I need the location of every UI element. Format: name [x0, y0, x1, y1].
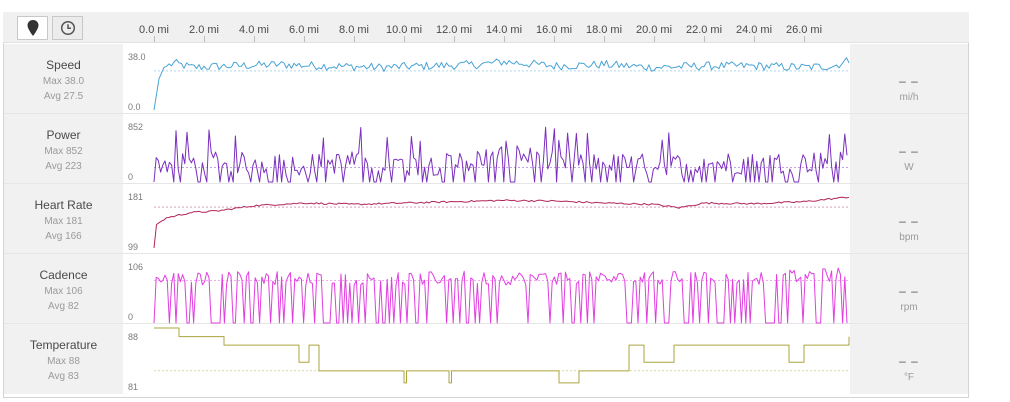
current-value-heart-rate: – – [899, 214, 919, 228]
ymin-speed: 0.0 [128, 102, 141, 112]
row-divider [4, 323, 968, 324]
panel-avg-heart-rate: Avg 166 [45, 231, 82, 242]
series-line-heart-rate [153, 196, 850, 249]
panel-label-power: Power [46, 128, 81, 142]
x-tick-mark [654, 36, 655, 42]
panel-avg-cadence: Avg 82 [48, 301, 79, 312]
x-tick-mark [754, 36, 755, 42]
series-line-power [153, 126, 848, 183]
x-tick-label: 24.0 mi [735, 24, 773, 36]
panel-avg-speed: Avg 27.5 [43, 91, 84, 102]
ymax-temperature: 88 [128, 332, 139, 342]
ymin-cadence: 0 [128, 312, 134, 322]
row-divider [4, 253, 968, 254]
map-pin-icon [27, 20, 38, 36]
x-tick-label: 20.0 mi [635, 24, 673, 36]
x-tick-label: 10.0 mi [385, 24, 423, 36]
x-tick-mark [804, 36, 805, 42]
ymin-heart-rate: 99 [128, 242, 139, 252]
row-divider [4, 183, 968, 184]
ymin-temperature: 81 [128, 382, 139, 392]
panel-max-heart-rate: Max 181 [44, 216, 83, 227]
x-tick-label: 14.0 mi [485, 24, 523, 36]
panel-max-temperature: Max 88 [47, 356, 80, 367]
panel-label-heart-rate: Heart Rate [34, 198, 93, 212]
unit-heart-rate: bpm [899, 232, 919, 243]
x-tick-label: 16.0 mi [535, 24, 573, 36]
chart-frame [3, 12, 969, 398]
ymax-power: 852 [128, 122, 144, 132]
current-value-power: – – [899, 144, 919, 158]
panel-max-cadence: Max 106 [44, 286, 83, 297]
x-tick-mark [304, 36, 305, 42]
x-tick-label: 0.0 mi [139, 24, 169, 36]
x-tick-mark [504, 36, 505, 42]
series-line-speed [153, 57, 850, 111]
x-tick-mark [404, 36, 405, 42]
unit-temperature: °F [903, 372, 915, 383]
x-tick-label: 2.0 mi [189, 24, 219, 36]
series-line-cadence [153, 267, 848, 324]
x-tick-mark [154, 36, 155, 42]
current-value-cadence: – – [899, 284, 919, 298]
panel-avg-temperature: Avg 83 [48, 371, 79, 382]
ymax-speed: 38.0 [128, 52, 146, 62]
panel-avg-power: Avg 223 [45, 161, 82, 172]
clock-icon [60, 20, 75, 36]
x-tick-mark [704, 36, 705, 42]
time-mode-button[interactable] [52, 16, 83, 40]
series-line-temperature [154, 327, 850, 384]
x-tick-mark [454, 36, 455, 42]
panel-max-speed: Max 38.0 [42, 76, 85, 87]
x-tick-label: 4.0 mi [239, 24, 269, 36]
chart-toolbar [3, 12, 969, 43]
current-value-temperature: – – [899, 354, 919, 368]
x-tick-mark [604, 36, 605, 42]
left-label-column [4, 44, 123, 394]
unit-cadence: rpm [900, 302, 918, 313]
ymin-power: 0 [128, 172, 134, 182]
current-value-speed: – – [899, 74, 919, 88]
x-tick-label: 22.0 mi [685, 24, 723, 36]
distance-mode-button[interactable] [17, 16, 48, 40]
ymax-cadence: 106 [128, 262, 144, 272]
panel-label-temperature: Temperature [29, 338, 98, 352]
panel-label-speed: Speed [46, 58, 81, 72]
x-tick-label: 6.0 mi [289, 24, 319, 36]
x-tick-mark [254, 36, 255, 42]
panel-max-power: Max 852 [44, 146, 83, 157]
x-tick-label: 12.0 mi [435, 24, 473, 36]
x-tick-mark [554, 36, 555, 42]
unit-power: W [904, 162, 914, 173]
unit-speed: mi/h [899, 92, 919, 103]
x-tick-mark [354, 36, 355, 42]
x-tick-label: 26.0 mi [785, 24, 823, 36]
x-tick-mark [204, 36, 205, 42]
x-tick-label: 18.0 mi [585, 24, 623, 36]
right-value-column [850, 44, 968, 394]
row-divider [4, 113, 968, 114]
panel-label-cadence: Cadence [39, 268, 88, 282]
x-tick-label: 8.0 mi [339, 24, 369, 36]
ymax-heart-rate: 181 [128, 192, 144, 202]
